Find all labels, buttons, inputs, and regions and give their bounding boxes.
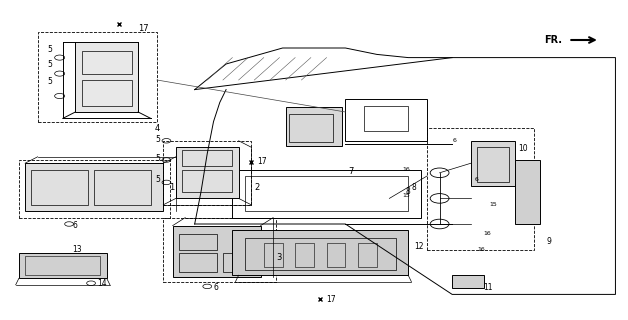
Bar xyxy=(264,243,283,267)
Text: 16: 16 xyxy=(484,231,491,236)
Bar xyxy=(232,230,408,275)
Text: 8: 8 xyxy=(411,183,416,192)
Bar xyxy=(179,253,217,272)
Bar xyxy=(245,176,408,211)
Text: 13: 13 xyxy=(72,245,82,254)
Text: 9: 9 xyxy=(546,237,551,246)
Bar xyxy=(477,147,509,182)
Bar xyxy=(179,234,217,250)
Text: 16: 16 xyxy=(477,247,485,252)
Bar xyxy=(327,243,345,267)
Bar xyxy=(25,256,100,275)
Text: 5: 5 xyxy=(47,45,52,54)
Text: 5: 5 xyxy=(156,135,161,144)
Text: 15: 15 xyxy=(490,202,497,207)
Bar xyxy=(364,106,408,131)
Bar xyxy=(163,141,251,205)
Bar xyxy=(182,150,232,166)
Bar xyxy=(223,253,248,272)
Text: 10: 10 xyxy=(518,144,528,153)
Bar xyxy=(19,160,170,218)
Text: 8: 8 xyxy=(405,188,410,196)
Bar xyxy=(345,99,427,141)
Bar xyxy=(82,80,132,106)
Text: 7: 7 xyxy=(349,167,354,176)
Bar xyxy=(163,218,276,282)
Bar xyxy=(94,170,151,205)
Text: 14: 14 xyxy=(97,279,107,288)
Bar xyxy=(358,243,377,267)
Bar xyxy=(25,163,163,211)
Bar xyxy=(38,32,157,122)
Bar xyxy=(471,141,515,186)
Text: 11: 11 xyxy=(484,284,493,292)
Text: 5: 5 xyxy=(156,175,161,184)
Bar xyxy=(289,114,333,142)
Text: 2: 2 xyxy=(254,183,259,192)
Bar xyxy=(232,170,421,218)
Text: 6: 6 xyxy=(474,177,478,182)
Bar xyxy=(82,51,132,74)
Bar xyxy=(75,42,138,112)
Bar xyxy=(19,253,107,278)
Text: 5: 5 xyxy=(47,77,52,86)
Bar xyxy=(31,170,88,205)
Text: 17: 17 xyxy=(327,295,336,304)
Bar xyxy=(295,243,314,267)
Text: 5: 5 xyxy=(47,60,52,68)
Text: 4: 4 xyxy=(154,124,160,132)
Bar xyxy=(427,128,534,250)
Text: 15: 15 xyxy=(402,193,409,198)
Text: 5: 5 xyxy=(156,154,161,163)
Text: FR.: FR. xyxy=(544,35,562,45)
Text: 12: 12 xyxy=(414,242,424,251)
Bar xyxy=(176,147,239,198)
Text: 6: 6 xyxy=(452,138,456,143)
Text: 6: 6 xyxy=(72,221,77,230)
Text: 3: 3 xyxy=(276,253,282,262)
Bar xyxy=(452,275,484,288)
Text: 17: 17 xyxy=(138,24,149,33)
Bar xyxy=(173,226,261,277)
Text: 6: 6 xyxy=(214,284,219,292)
Text: 17: 17 xyxy=(257,157,267,166)
Bar xyxy=(286,107,342,146)
Text: 16: 16 xyxy=(402,167,409,172)
Bar xyxy=(182,170,232,192)
Bar xyxy=(245,238,396,270)
Text: 1: 1 xyxy=(170,183,175,192)
Bar xyxy=(515,160,540,224)
